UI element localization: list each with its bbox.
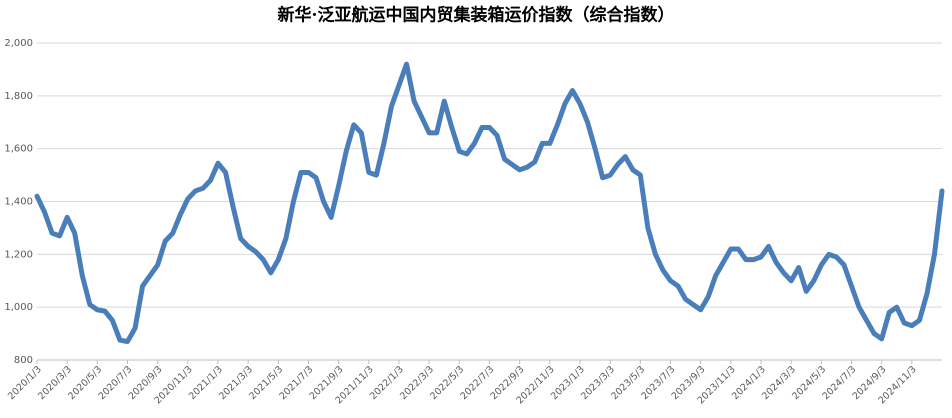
y-tick-label: 1,800 <box>4 91 33 102</box>
series-line <box>34 61 945 345</box>
y-tick-label: 1,400 <box>4 197 33 208</box>
y-tick-label: 1,200 <box>4 249 33 260</box>
chart-title: 新华·泛亚航运中国内贸集装箱运价指数（综合指数） <box>278 5 675 26</box>
y-tick-label: 800 <box>14 355 33 366</box>
y-tick-label: 2,000 <box>4 38 33 49</box>
y-tick-label: 1,000 <box>4 302 33 313</box>
y-tick-label: 1,600 <box>4 144 33 155</box>
